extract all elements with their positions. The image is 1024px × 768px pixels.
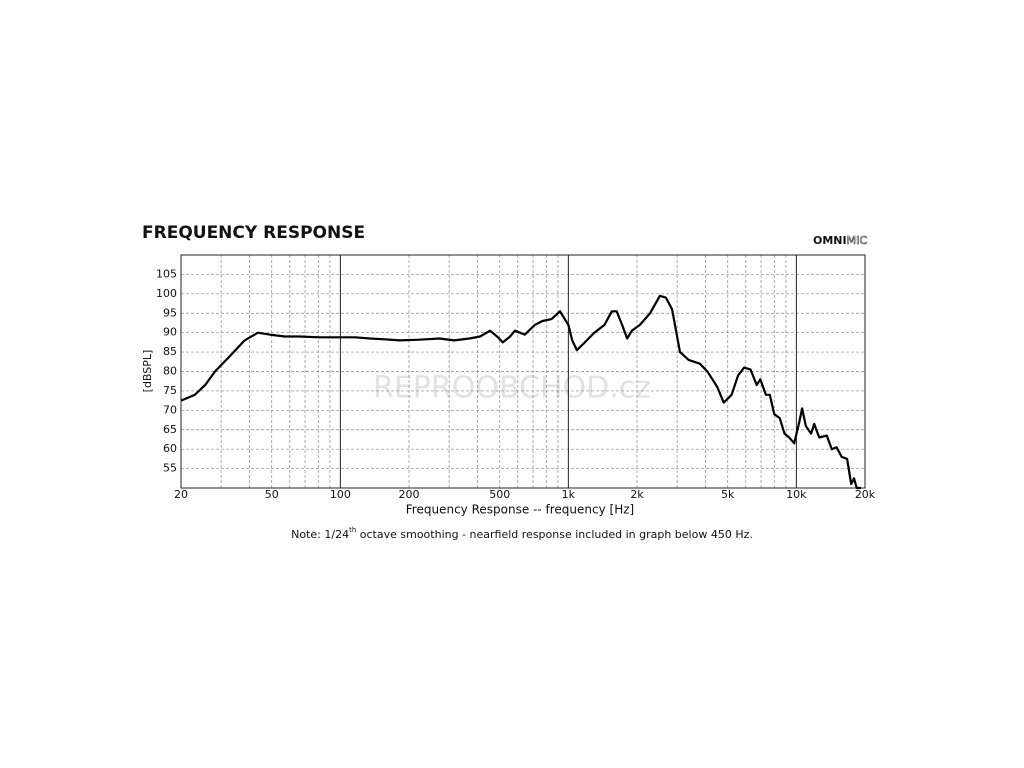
plot-frame bbox=[180, 254, 866, 489]
x-tick-label: 2k bbox=[630, 488, 644, 501]
note: Note: 1/24th octave smoothing - nearfiel… bbox=[291, 526, 753, 541]
x-tick-label: 500 bbox=[489, 488, 510, 501]
x-axis-label: Frequency Response -- frequency [Hz] bbox=[406, 503, 634, 517]
x-tick-label: 10k bbox=[786, 488, 807, 501]
x-tick-label: 50 bbox=[265, 488, 279, 501]
x-tick-label: 1k bbox=[562, 488, 576, 501]
y-tick-label: 60 bbox=[163, 442, 177, 455]
note-superscript: th bbox=[349, 526, 356, 534]
y-tick-label: 105 bbox=[156, 267, 177, 280]
chart-title: FREQUENCY RESPONSE bbox=[142, 223, 365, 243]
note-text: octave smoothing - nearfield response in… bbox=[356, 528, 753, 541]
y-tick-label: 85 bbox=[163, 345, 177, 358]
logo: OMNIMIC bbox=[813, 234, 867, 247]
x-tick-label: 5k bbox=[721, 488, 735, 501]
x-tick-label: 20k bbox=[855, 488, 876, 501]
note-text: Note: 1/24 bbox=[291, 528, 349, 541]
y-tick-label: 95 bbox=[163, 306, 177, 319]
y-tick-label: 70 bbox=[163, 403, 177, 416]
y-tick-label: 90 bbox=[163, 326, 177, 339]
y-axis-label: [dBSPL] bbox=[141, 350, 154, 393]
logo-bold: OMNI bbox=[813, 234, 847, 247]
x-tick-label: 100 bbox=[330, 488, 351, 501]
logo-light: MIC bbox=[847, 234, 868, 247]
y-tick-label: 65 bbox=[163, 423, 177, 436]
x-tick-label: 20 bbox=[174, 488, 188, 501]
watermark: REPROOBCHOD.cz bbox=[373, 371, 651, 406]
y-tick-label: 80 bbox=[163, 365, 177, 378]
x-tick-label: 200 bbox=[399, 488, 420, 501]
y-tick-label: 55 bbox=[163, 462, 177, 475]
y-tick-label: 75 bbox=[163, 384, 177, 397]
response-curve bbox=[180, 294, 861, 490]
y-tick-label: 100 bbox=[156, 287, 177, 300]
